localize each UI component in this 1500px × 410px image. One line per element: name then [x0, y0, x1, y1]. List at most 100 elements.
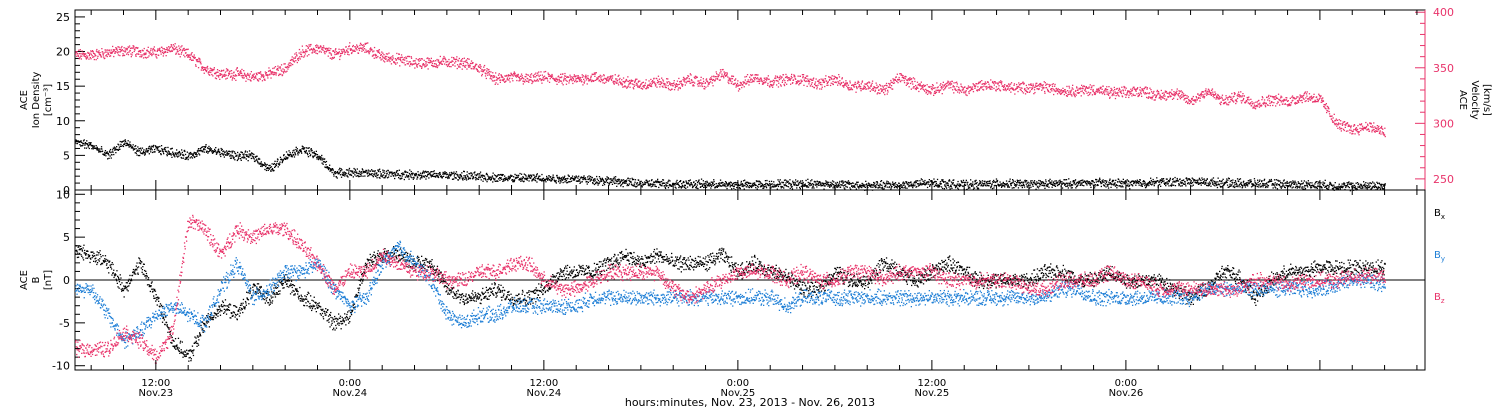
velocity-point	[658, 83, 660, 85]
velocity-point	[450, 61, 452, 63]
density-point	[108, 154, 110, 156]
velocity-point	[1121, 86, 1123, 88]
density-point	[362, 169, 364, 171]
velocity-point	[715, 78, 717, 80]
velocity-point	[1138, 94, 1141, 96]
velocity-point	[610, 75, 612, 77]
density-point	[139, 147, 141, 150]
velocity-point	[935, 89, 937, 91]
velocity-point	[430, 57, 432, 59]
velocity-point	[858, 84, 860, 86]
velocity-point	[707, 83, 709, 85]
velocity-point	[382, 52, 384, 54]
velocity-point	[490, 76, 492, 78]
density-point	[164, 149, 166, 151]
density-point	[446, 173, 448, 176]
density-point	[361, 172, 363, 174]
density-point	[209, 147, 211, 149]
density-point	[416, 174, 418, 176]
velocity-point	[830, 82, 832, 84]
velocity-point	[1188, 103, 1191, 105]
velocity-point	[90, 58, 92, 60]
velocity-point	[1372, 125, 1374, 127]
velocity-point	[1140, 93, 1142, 95]
velocity-point	[443, 55, 445, 58]
velocity-point	[725, 72, 727, 74]
density-point	[222, 150, 224, 153]
density-point	[117, 149, 120, 151]
velocity-point	[564, 78, 566, 80]
velocity-point	[110, 49, 112, 51]
density-point	[296, 150, 298, 152]
velocity-point	[1226, 104, 1228, 106]
velocity-point	[251, 76, 253, 78]
velocity-point	[244, 73, 246, 76]
density-point	[371, 173, 373, 175]
density-point	[495, 180, 497, 182]
velocity-point	[451, 64, 454, 66]
velocity-point	[465, 61, 467, 63]
velocity-point	[1276, 97, 1279, 99]
density-point	[498, 174, 500, 176]
velocity-point	[730, 77, 732, 80]
velocity-point	[869, 82, 871, 84]
velocity-point	[475, 63, 477, 65]
velocity-point	[606, 79, 608, 82]
velocity-point	[580, 79, 582, 81]
density-point	[80, 140, 82, 142]
density-point	[338, 172, 340, 174]
velocity-point	[257, 80, 260, 82]
velocity-point	[714, 80, 716, 82]
density-point	[367, 169, 370, 171]
density-point	[147, 149, 149, 152]
velocity-point	[383, 57, 385, 60]
velocity-point	[791, 73, 793, 76]
velocity-point	[123, 54, 125, 56]
density-point	[511, 179, 513, 181]
velocity-point	[614, 80, 616, 82]
velocity-point	[519, 78, 521, 80]
velocity-point	[484, 72, 486, 74]
velocity-point	[1223, 99, 1225, 101]
velocity-point	[1234, 92, 1236, 95]
velocity-point	[75, 53, 77, 56]
velocity-point	[430, 59, 432, 62]
velocity-point	[1348, 124, 1350, 126]
velocity-point	[747, 81, 750, 83]
density-point	[426, 175, 428, 178]
density-point	[177, 156, 179, 158]
velocity-point	[578, 77, 580, 80]
velocity-point	[408, 61, 410, 63]
velocity-point	[857, 80, 859, 82]
density-point	[359, 175, 361, 177]
density-point	[411, 177, 413, 179]
velocity-point	[223, 75, 225, 77]
density-point	[170, 148, 173, 150]
velocity-point	[782, 74, 785, 76]
velocity-point	[1349, 132, 1351, 134]
velocity-point	[893, 80, 895, 82]
velocity-point	[572, 78, 574, 80]
velocity-point	[485, 77, 487, 80]
velocity-point	[687, 75, 689, 77]
velocity-point	[622, 81, 624, 83]
velocity-point	[1352, 130, 1354, 132]
density-point	[100, 148, 102, 150]
velocity-point	[205, 70, 208, 73]
density-point	[406, 176, 408, 178]
velocity-point	[508, 79, 510, 81]
velocity-point	[648, 84, 651, 86]
velocity-point	[897, 78, 899, 81]
density-point	[388, 174, 390, 176]
density-point	[521, 178, 523, 181]
velocity-point	[527, 78, 529, 80]
density-point	[230, 154, 232, 156]
velocity-point	[1165, 90, 1168, 93]
velocity-point	[424, 65, 426, 67]
velocity-point	[587, 77, 589, 80]
velocity-point	[630, 82, 632, 85]
velocity-point	[1357, 125, 1359, 127]
density-point	[452, 178, 454, 180]
velocity-point	[833, 77, 836, 80]
velocity-point	[633, 85, 635, 87]
